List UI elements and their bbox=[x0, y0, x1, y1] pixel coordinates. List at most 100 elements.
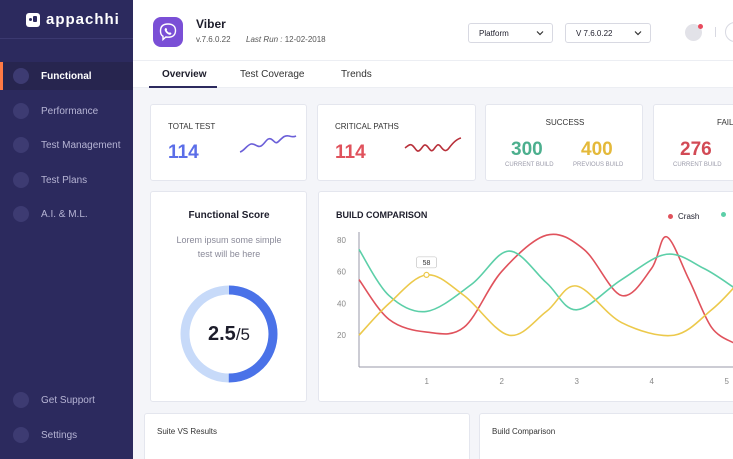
y-tick-label: 60 bbox=[337, 268, 346, 277]
sidebar-item-label: Functional bbox=[41, 70, 92, 82]
build-comparison-bottom-card: Build Comparison bbox=[479, 413, 733, 459]
sidebar-item-test-management[interactable]: Test Management bbox=[0, 131, 133, 159]
functional-icon bbox=[13, 68, 29, 84]
score-title: Functional Score bbox=[188, 210, 270, 221]
tooltip-box bbox=[416, 256, 437, 269]
critical-paths-card: CRITICAL PATHS 114 bbox=[317, 104, 476, 181]
test-plans-icon bbox=[13, 172, 29, 188]
viber-app-icon bbox=[153, 17, 183, 47]
chevron-down-icon bbox=[536, 31, 544, 36]
sidebar-item-get-support[interactable]: Get Support bbox=[0, 386, 133, 414]
suite-vs-results-card: Suite VS Results bbox=[144, 413, 470, 459]
success-card: SUCCESS 300 CURRENT BUILD 400 PREVIOUS B… bbox=[485, 104, 643, 181]
sidebar-item-label: A.I. & M.L. bbox=[41, 208, 88, 220]
success-label: SUCCESS bbox=[545, 118, 585, 127]
functional-score-card: Functional Score Lorem ipsum some simple… bbox=[150, 191, 307, 402]
score-number: 2.5 bbox=[208, 323, 236, 345]
fail-label: FAIL bbox=[717, 118, 733, 127]
total-test-label: TOTAL TEST bbox=[168, 122, 216, 131]
support-icon bbox=[13, 392, 29, 408]
sidebar-item-label: Test Plans bbox=[41, 174, 88, 186]
tab-bar: Overview Test Coverage Trends bbox=[133, 60, 733, 88]
tab-trends[interactable]: Trends bbox=[341, 69, 372, 80]
last-run-label: Last Run : bbox=[246, 35, 283, 44]
header: Viber v.7.6.0.22 Last Run : 12-02-2018 P… bbox=[133, 0, 733, 60]
sidebar-item-test-plans[interactable]: Test Plans bbox=[0, 166, 133, 194]
build-comparison-title: BUILD COMPARISON bbox=[336, 210, 428, 220]
platform-select-value: Platform bbox=[479, 28, 509, 38]
score-ring-progress bbox=[180, 285, 278, 383]
sidebar-item-ai-ml[interactable]: A.I. & M.L. bbox=[0, 200, 133, 228]
ai-ml-icon bbox=[13, 206, 29, 222]
total-test-value: 114 bbox=[168, 142, 199, 163]
sidebar-item-settings[interactable]: Settings bbox=[0, 421, 133, 449]
tooltip-marker bbox=[423, 271, 430, 278]
fail-card: FAIL 276 CURRENT BUILD bbox=[653, 104, 733, 181]
avatar[interactable] bbox=[685, 24, 702, 41]
x-tick-label: 5 bbox=[725, 377, 730, 386]
logo-text: appachhi bbox=[46, 11, 120, 28]
legend-series-2-marker bbox=[721, 212, 726, 217]
legend-crash-marker bbox=[668, 214, 673, 219]
active-tab-indicator bbox=[149, 86, 217, 88]
sidebar-divider bbox=[0, 38, 133, 39]
y-tick-label: 40 bbox=[337, 299, 346, 308]
app-version: v.7.6.0.22 bbox=[196, 35, 231, 44]
success-current-label: CURRENT BUILD bbox=[505, 162, 554, 168]
legend-crash-label: Crash bbox=[678, 212, 700, 221]
profile-icon[interactable] bbox=[725, 22, 733, 42]
platform-select[interactable]: Platform bbox=[468, 23, 553, 43]
series-line-yellow bbox=[358, 274, 733, 337]
legend-series-2 bbox=[721, 212, 726, 217]
test-management-icon bbox=[13, 137, 29, 153]
x-tick-label: 2 bbox=[500, 377, 505, 386]
score-description: Lorem ipsum some simple test will be her… bbox=[176, 235, 282, 259]
logo[interactable]: appachhi bbox=[26, 11, 120, 28]
last-run-value: 12-02-2018 bbox=[284, 35, 326, 44]
last-run: Last Run : 12-02-2018 bbox=[246, 35, 326, 44]
success-previous-label: PREVIOUS BUILD bbox=[573, 162, 624, 168]
critical-paths-value: 114 bbox=[335, 142, 366, 163]
success-previous-value: 400 bbox=[581, 139, 613, 160]
suite-vs-results-title: Suite VS Results bbox=[157, 427, 218, 436]
build-comparison-chart: 20 40 60 80 1 2 3 4 5 58 bbox=[337, 232, 733, 386]
score-ring bbox=[180, 285, 278, 383]
score-out-of: /5 bbox=[235, 325, 250, 344]
logo-icon bbox=[26, 12, 40, 27]
x-tick-label: 1 bbox=[425, 377, 430, 386]
series-line-crash bbox=[358, 233, 733, 344]
fail-current-value: 276 bbox=[680, 139, 712, 160]
tab-overview[interactable]: Overview bbox=[162, 69, 207, 80]
sidebar-item-performance[interactable]: Performance bbox=[0, 97, 133, 125]
total-test-sparkline bbox=[239, 134, 297, 153]
settings-icon bbox=[13, 427, 29, 443]
version-select[interactable]: V 7.6.0.22 bbox=[565, 23, 651, 43]
header-divider bbox=[715, 27, 716, 37]
tab-test-coverage[interactable]: Test Coverage bbox=[240, 69, 305, 80]
score-value: 2.5/5 bbox=[151, 323, 307, 346]
app-name: Viber bbox=[196, 17, 226, 31]
critical-paths-label: CRITICAL PATHS bbox=[335, 122, 399, 131]
success-current-value: 300 bbox=[511, 139, 543, 160]
y-tick-label: 20 bbox=[337, 331, 346, 340]
sidebar-item-functional[interactable]: Functional bbox=[0, 62, 133, 90]
build-comparison-card: BUILD COMPARISON Crash 20 40 60 80 1 2 3 4 5 58 bbox=[318, 191, 733, 402]
total-test-card: TOTAL TEST 114 bbox=[150, 104, 307, 181]
series-line-green bbox=[358, 249, 733, 313]
critical-paths-sparkline bbox=[404, 137, 462, 152]
legend-crash: Crash bbox=[668, 212, 699, 221]
sidebar-item-label: Performance bbox=[41, 105, 99, 117]
x-tick-label: 3 bbox=[575, 377, 580, 386]
x-tick-label: 4 bbox=[650, 377, 655, 386]
chevron-down-icon bbox=[634, 31, 642, 36]
fail-current-label: CURRENT BUILD bbox=[673, 162, 722, 168]
build-comparison-bottom-title: Build Comparison bbox=[492, 427, 556, 436]
version-select-value: V 7.6.0.22 bbox=[576, 28, 613, 38]
sidebar-item-label: Settings bbox=[41, 429, 78, 441]
sidebar-item-label: Get Support bbox=[41, 394, 95, 406]
sidebar-item-label: Test Management bbox=[41, 139, 121, 151]
tooltip-value: 58 bbox=[423, 260, 431, 267]
performance-icon bbox=[13, 103, 29, 119]
notification-dot bbox=[698, 24, 703, 29]
sidebar: appachhi Functional Performance Test Man… bbox=[0, 0, 133, 459]
